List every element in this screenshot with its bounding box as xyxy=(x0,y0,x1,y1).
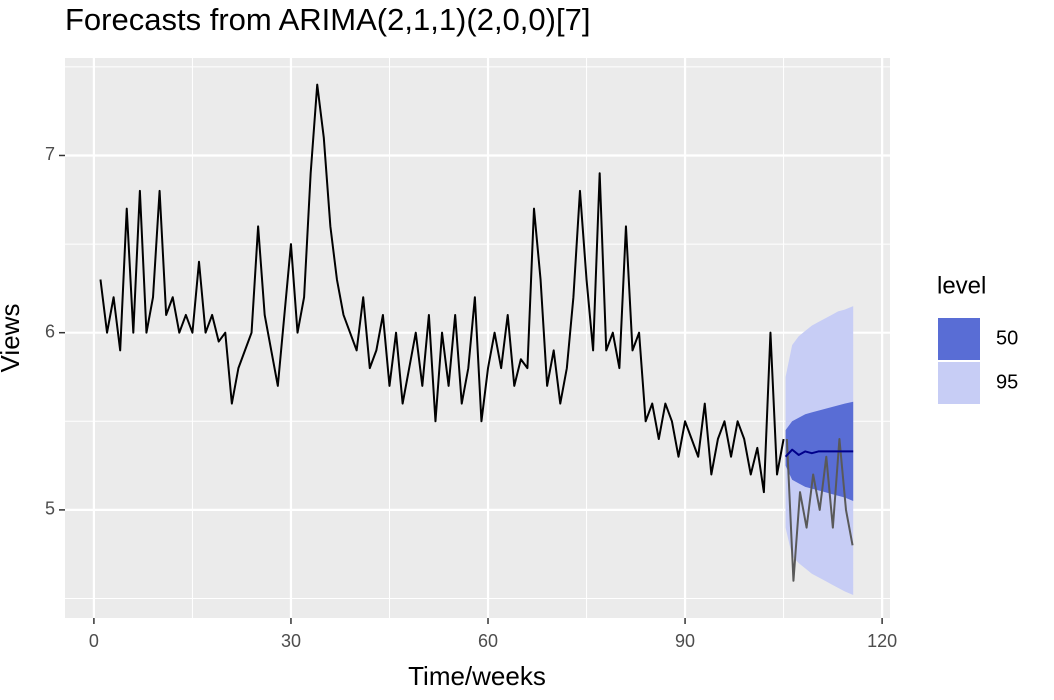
x-tick-label: 60 xyxy=(478,631,498,651)
x-tick-label: 90 xyxy=(675,631,695,651)
x-tick-label: 30 xyxy=(281,631,301,651)
legend-label: 50 xyxy=(996,327,1018,349)
chart-title: Forecasts from ARIMA(2,1,1)(2,0,0)[7] xyxy=(65,2,590,37)
x-tick-label: 0 xyxy=(89,631,99,651)
legend-title: level xyxy=(937,272,986,299)
legend-key xyxy=(938,318,980,360)
y-axis-label: Views xyxy=(0,304,25,373)
y-tick-label: 5 xyxy=(45,499,55,519)
series-line xyxy=(99,83,785,494)
series-line xyxy=(784,448,854,458)
x-tick-label: 120 xyxy=(867,631,897,651)
series-line xyxy=(785,438,854,582)
y-tick-label: 6 xyxy=(45,321,55,341)
x-axis-label: Time/weeks xyxy=(408,661,546,691)
y-tick-label: 7 xyxy=(45,144,55,164)
legend-key xyxy=(938,362,980,404)
legend-label: 95 xyxy=(996,371,1018,393)
